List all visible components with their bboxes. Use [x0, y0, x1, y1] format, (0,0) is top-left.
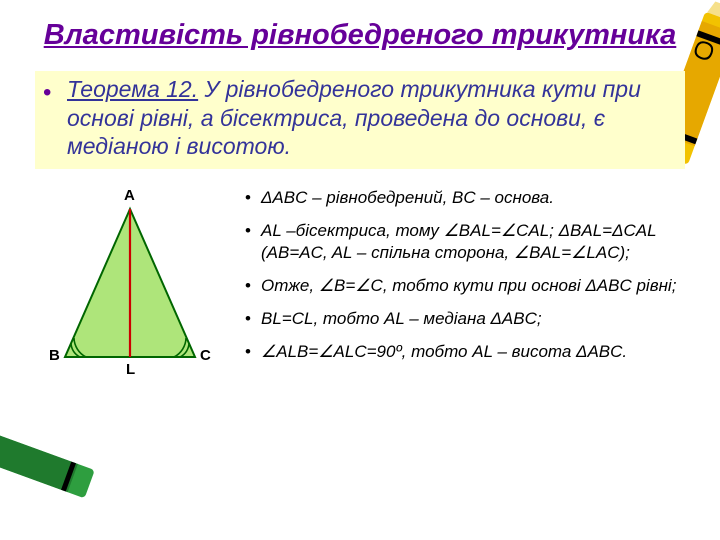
list-item: AL –бісектриса, тому ∠BAL=∠CAL; ΔBAL=ΔCA… [245, 220, 700, 263]
theorem-block: • Теорема 12. У рівнобедреного трикутник… [35, 71, 685, 169]
theorem-label: Теорема 12. [67, 76, 198, 102]
bullet-icon: • [43, 79, 51, 107]
page-title: Властивість рівнобедреного трикутника [0, 0, 720, 63]
vertex-b-label: B [49, 347, 60, 364]
vertex-c-label: C [200, 347, 211, 364]
vertex-l-label: L [126, 361, 135, 378]
vertex-a-label: A [124, 187, 135, 204]
theorem-text: Теорема 12. У рівнобедреного трикутника … [35, 75, 685, 161]
crayon-green [0, 400, 124, 526]
triangle-diagram: A B C L [40, 187, 225, 382]
proof-list: ΔABC – рівнобедрений, BC – основа. AL –б… [245, 187, 700, 375]
list-item: Отже, ∠B=∠C, тобто кути при основі ΔABC … [245, 275, 700, 296]
list-item: ∠ALB=∠ALC=90º, тобто AL – висота ΔABC. [245, 341, 700, 362]
list-item: ΔABC – рівнобедрений, BC – основа. [245, 187, 700, 208]
list-item: BL=CL, тобто AL – медіана ΔABC; [245, 308, 700, 329]
